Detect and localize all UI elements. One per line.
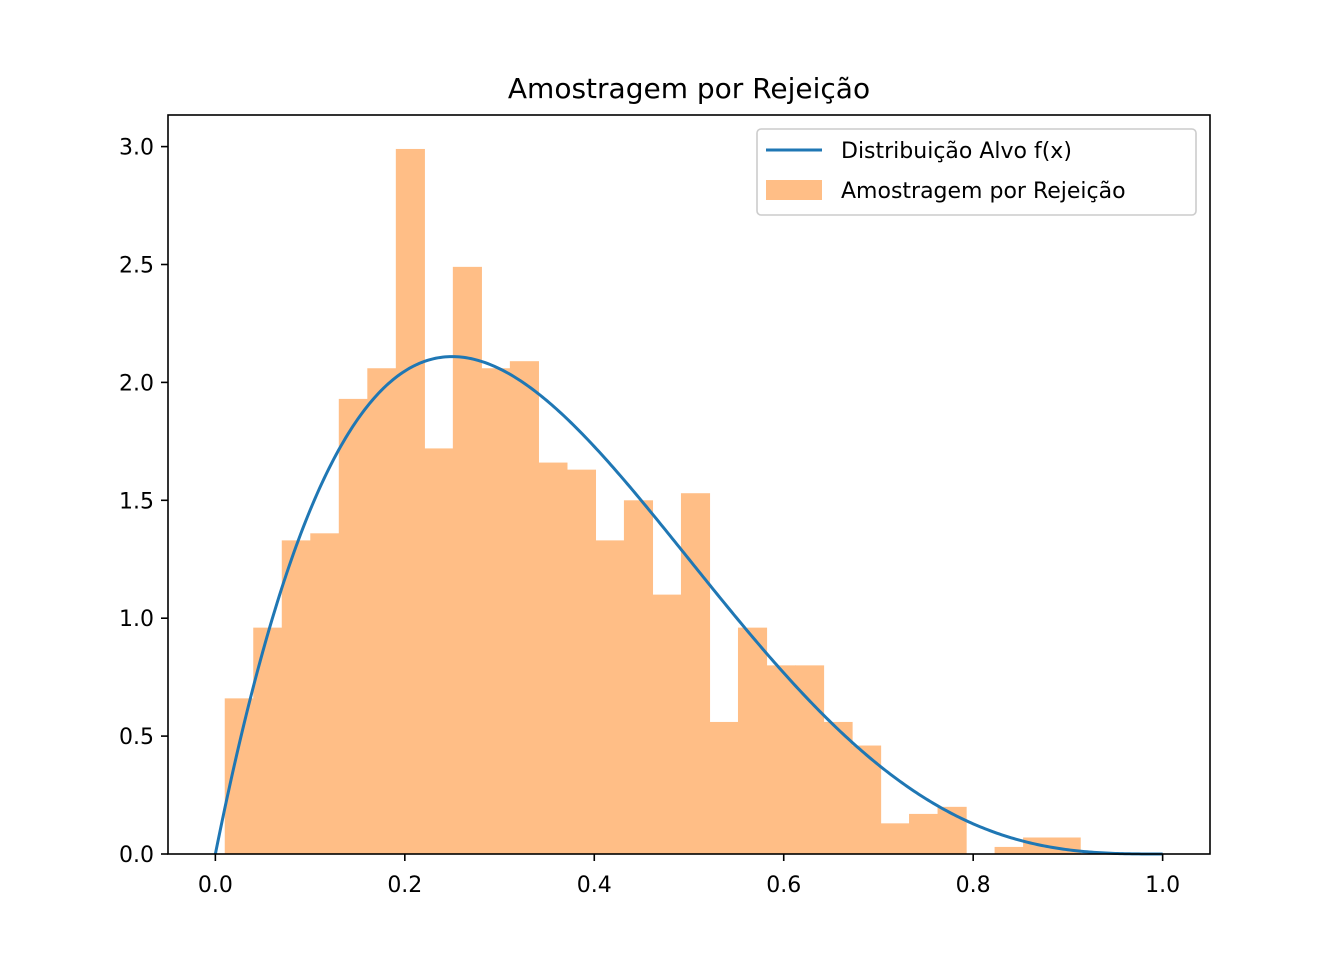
histogram-bar (737, 627, 768, 854)
x-tick-label: 0.0 (198, 873, 233, 898)
histogram-bar (994, 846, 1024, 854)
histogram-bar (595, 540, 625, 854)
y-tick-label: 1.0 (119, 607, 154, 632)
histogram-bar (909, 813, 939, 854)
x-axis-ticks: 0.0 0.2 0.4 0.6 0.8 1.0 (198, 854, 1180, 898)
x-tick-label: 0.4 (577, 873, 612, 898)
histogram-bar (224, 698, 254, 854)
legend: Distribuição Alvo f(x) Amostragem por Re… (756, 128, 1197, 216)
histogram-bar (652, 594, 682, 854)
histogram-bar (310, 533, 340, 854)
y-axis-ticks: 0.0 0.5 1.0 1.5 2.0 2.5 3.0 (119, 136, 168, 868)
histogram-bar (880, 823, 910, 854)
histogram-bar (823, 721, 853, 854)
legend-label-curve: Distribuição Alvo f(x) (841, 139, 1072, 164)
histogram-bars (224, 148, 1081, 854)
histogram-bar (452, 266, 482, 854)
histogram-bar (481, 368, 511, 854)
histogram-bar (566, 469, 597, 854)
x-tick-label: 0.6 (766, 873, 801, 898)
histogram-bar (338, 398, 368, 854)
histogram-bar (509, 361, 539, 854)
histogram-bar (680, 493, 711, 854)
legend-box (756, 128, 1197, 216)
histogram-bar (281, 540, 311, 854)
histogram-bar (424, 448, 454, 854)
legend-bar-swatch (766, 180, 822, 200)
y-tick-label: 0.5 (119, 725, 154, 750)
x-tick-label: 1.0 (1145, 873, 1180, 898)
y-tick-label: 1.5 (119, 489, 154, 514)
histogram-bar (623, 500, 654, 854)
histogram-bar (538, 462, 568, 854)
histogram-bar (367, 368, 397, 854)
y-tick-label: 0.0 (119, 843, 154, 868)
histogram-bar (766, 665, 796, 854)
y-tick-label: 2.0 (119, 371, 154, 396)
x-tick-label: 0.8 (956, 873, 991, 898)
target-distribution-curve (213, 355, 1163, 856)
histogram-bar (795, 665, 825, 854)
y-tick-label: 2.5 (119, 253, 154, 278)
y-tick-label: 3.0 (119, 136, 154, 161)
histogram-bar (709, 721, 739, 854)
histogram-bar (395, 148, 425, 854)
histogram-bar (253, 627, 283, 854)
chart-title: Amostragem por Rejeição (508, 72, 870, 105)
x-tick-label: 0.2 (387, 873, 422, 898)
axes-frame (167, 114, 1211, 855)
legend-label-histogram: Amostragem por Rejeição (841, 179, 1126, 204)
